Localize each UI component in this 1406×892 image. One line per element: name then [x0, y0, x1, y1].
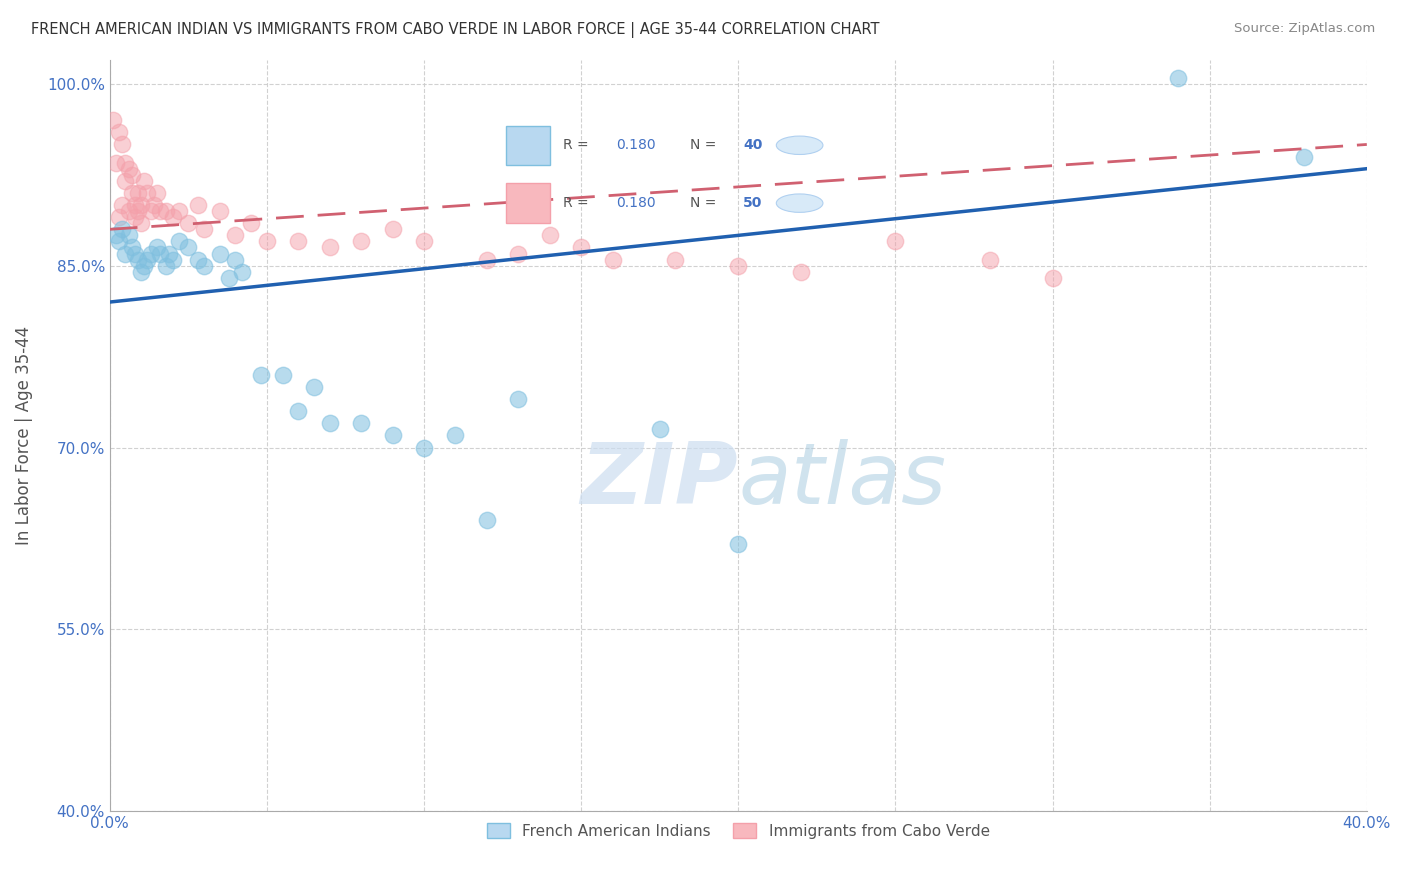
Point — [127, 252, 149, 267]
Point — [134, 174, 156, 188]
Point — [117, 161, 139, 176]
Point — [287, 404, 309, 418]
Point — [108, 235, 131, 249]
Text: FRENCH AMERICAN INDIAN VS IMMIGRANTS FROM CABO VERDE IN LABOR FORCE | AGE 35-44 : FRENCH AMERICAN INDIAN VS IMMIGRANTS FRO… — [31, 22, 879, 38]
Point — [162, 252, 184, 267]
Point — [413, 441, 436, 455]
Point — [162, 210, 184, 224]
Point — [114, 174, 136, 188]
Point — [218, 270, 240, 285]
Point — [149, 204, 172, 219]
Text: atlas: atlas — [738, 439, 946, 522]
Point — [1292, 150, 1315, 164]
Point — [146, 240, 169, 254]
Point — [139, 246, 162, 260]
Point — [475, 252, 498, 267]
Point — [302, 380, 325, 394]
Point — [167, 235, 190, 249]
Point — [538, 228, 561, 243]
Text: Source: ZipAtlas.com: Source: ZipAtlas.com — [1234, 22, 1375, 36]
Point — [727, 537, 749, 551]
Point — [648, 422, 671, 436]
Point — [167, 204, 190, 219]
Point — [224, 252, 246, 267]
Point — [193, 222, 215, 236]
Point — [249, 368, 271, 382]
Point — [121, 168, 143, 182]
Point — [381, 428, 404, 442]
Point — [127, 186, 149, 200]
Point — [727, 259, 749, 273]
Point — [884, 235, 907, 249]
Point — [146, 186, 169, 200]
Point — [105, 155, 128, 169]
Point — [979, 252, 1001, 267]
Point — [129, 265, 152, 279]
Point — [256, 235, 278, 249]
Point — [508, 392, 530, 406]
Point — [129, 216, 152, 230]
Point — [136, 186, 159, 200]
Point — [177, 240, 200, 254]
Point — [569, 240, 592, 254]
Point — [111, 137, 134, 152]
Text: ZIP: ZIP — [581, 439, 738, 522]
Point — [136, 252, 159, 267]
Point — [602, 252, 624, 267]
Point — [101, 113, 124, 128]
Point — [111, 198, 134, 212]
Point — [208, 246, 231, 260]
Point — [240, 216, 263, 230]
Point — [508, 246, 530, 260]
Point — [208, 204, 231, 219]
Point — [475, 513, 498, 527]
Point — [664, 252, 686, 267]
Point — [142, 198, 165, 212]
Point — [224, 228, 246, 243]
Point — [117, 228, 139, 243]
Legend: French American Indians, Immigrants from Cabo Verde: French American Indians, Immigrants from… — [481, 817, 995, 845]
Point — [124, 198, 146, 212]
Point — [155, 204, 177, 219]
Point — [121, 240, 143, 254]
Point — [159, 246, 181, 260]
Point — [381, 222, 404, 236]
Point — [287, 235, 309, 249]
Point — [155, 259, 177, 273]
Point — [319, 240, 342, 254]
Point — [413, 235, 436, 249]
Point — [271, 368, 294, 382]
Point — [231, 265, 253, 279]
Point — [1167, 70, 1189, 85]
Point — [129, 198, 152, 212]
Point — [114, 246, 136, 260]
Point — [350, 417, 373, 431]
Point — [117, 204, 139, 219]
Point — [127, 204, 149, 219]
Point — [105, 228, 128, 243]
Point — [134, 259, 156, 273]
Point — [111, 222, 134, 236]
Point — [790, 265, 813, 279]
Point — [187, 198, 209, 212]
Point — [124, 210, 146, 224]
Point — [121, 186, 143, 200]
Point — [139, 204, 162, 219]
Y-axis label: In Labor Force | Age 35-44: In Labor Force | Age 35-44 — [15, 326, 32, 545]
Point — [193, 259, 215, 273]
Point — [319, 417, 342, 431]
Point — [177, 216, 200, 230]
Point — [187, 252, 209, 267]
Point — [149, 246, 172, 260]
Point — [1042, 270, 1064, 285]
Point — [444, 428, 467, 442]
Point — [114, 155, 136, 169]
Point — [124, 246, 146, 260]
Point — [108, 125, 131, 139]
Point — [108, 210, 131, 224]
Point — [350, 235, 373, 249]
